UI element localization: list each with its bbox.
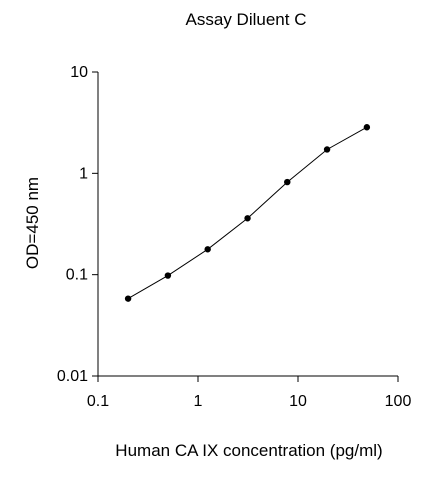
data-point [323, 146, 331, 153]
x-tick-label: 100 [385, 393, 412, 410]
x-tick-label: 0.1 [87, 393, 109, 410]
y-tick-label: 0.1 [66, 267, 88, 284]
x-tick-label: 1 [194, 393, 203, 410]
plot-area: 0.01 0.1 1 10 0.1 1 10 100 [57, 64, 412, 410]
data-point [363, 124, 371, 131]
data-point [164, 272, 172, 279]
y-tick-label: 10 [70, 64, 88, 81]
y-tick-label: 1 [79, 165, 88, 182]
data-point [284, 178, 291, 186]
data-point [244, 215, 251, 222]
data-point [124, 295, 132, 302]
x-axis-label: Human CA IX concentration (pg/ml) [115, 441, 382, 460]
series-line [127, 126, 368, 300]
chart-title: Assay Diluent C [186, 10, 307, 29]
x-tick-label: 10 [289, 393, 307, 410]
y-axis-label: OD=450 nm [23, 177, 42, 269]
y-tick-label: 0.01 [57, 368, 88, 385]
data-point [204, 246, 211, 253]
